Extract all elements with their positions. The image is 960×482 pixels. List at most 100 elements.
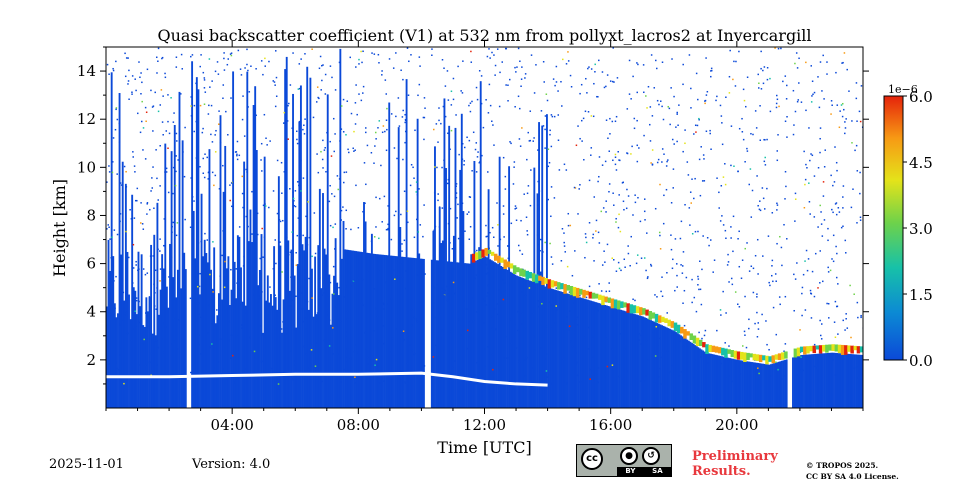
data-column [590, 300, 593, 408]
noise-speckle [139, 364, 141, 366]
noise-speckle [321, 380, 323, 383]
noise-speckle [164, 326, 167, 328]
noise-speckle [305, 328, 308, 330]
noise-speckle [375, 138, 377, 140]
noise-speckle [120, 184, 123, 186]
data-column [557, 290, 559, 408]
noise-speckle [525, 358, 527, 360]
noise-speckle [362, 85, 365, 88]
noise-speckle [703, 158, 705, 160]
noise-speckle [727, 261, 730, 263]
y-tick-label: 4 [86, 303, 96, 321]
noise-speckle [236, 140, 239, 143]
noise-speckle [251, 233, 253, 235]
noise-speckle [706, 237, 709, 239]
license-band: BY SA [617, 467, 671, 476]
noise-speckle [834, 300, 837, 303]
noise-speckle [125, 186, 128, 188]
data-column [192, 210, 195, 408]
noise-speckle [592, 335, 595, 337]
noise-speckle [636, 91, 638, 94]
noise-speckle [806, 167, 808, 169]
noise-speckle [303, 269, 306, 271]
data-column [285, 56, 288, 408]
noise-speckle [812, 93, 814, 96]
noise-speckle [601, 71, 604, 73]
cloud-edge [579, 288, 583, 295]
noise-speckle [291, 231, 293, 233]
noise-speckle [332, 226, 334, 229]
noise-speckle [861, 126, 863, 128]
noise-speckle [165, 130, 168, 132]
noise-speckle [730, 226, 732, 228]
noise-speckle [444, 218, 447, 221]
noise-speckle [689, 191, 692, 193]
data-column [771, 363, 774, 408]
noise-speckle [240, 74, 243, 76]
noise-speckle [461, 92, 464, 94]
noise-speckle [786, 116, 788, 118]
noise-speckle [287, 275, 289, 278]
colorbar [883, 95, 904, 361]
noise-speckle [402, 340, 404, 342]
noise-speckle [474, 250, 476, 253]
noise-speckle [719, 220, 722, 222]
noise-speckle [308, 277, 310, 280]
noise-speckle [471, 297, 473, 299]
data-column [861, 354, 863, 408]
noise-speckle [603, 86, 606, 89]
noise-speckle [574, 250, 576, 252]
noise-speckle [163, 322, 165, 325]
noise-speckle [666, 272, 668, 274]
noise-speckle [322, 167, 324, 169]
noise-speckle [310, 349, 313, 351]
noise-speckle [731, 380, 734, 383]
noise-speckle [328, 319, 331, 321]
noise-speckle [434, 166, 436, 168]
data-column [738, 360, 741, 408]
noise-speckle [756, 238, 759, 241]
noise-speckle [659, 248, 662, 250]
cloud-edge [834, 344, 839, 352]
noise-speckle [820, 211, 822, 213]
noise-speckle [644, 380, 646, 383]
noise-speckle [584, 110, 587, 113]
data-column [517, 276, 520, 408]
noise-speckle [703, 180, 706, 182]
noise-speckle [323, 149, 326, 151]
noise-speckle [675, 126, 677, 128]
noise-speckle [236, 154, 238, 157]
noise-speckle [470, 261, 473, 264]
data-column [320, 288, 323, 408]
noise-speckle [758, 372, 760, 375]
noise-speckle [289, 305, 292, 307]
noise-speckle [123, 165, 126, 168]
noise-speckle [497, 313, 499, 316]
noise-speckle [304, 317, 307, 320]
noise-speckle [743, 99, 746, 102]
cloud-edge [629, 304, 634, 314]
data-column [665, 327, 668, 408]
noise-speckle [781, 264, 783, 267]
noise-speckle [555, 65, 558, 68]
noise-speckle [332, 353, 335, 355]
noise-speckle [763, 160, 766, 163]
noise-speckle [439, 313, 441, 316]
data-column [432, 230, 435, 408]
data-column [654, 322, 657, 408]
noise-speckle [798, 57, 800, 60]
noise-speckle [475, 142, 478, 144]
noise-speckle [316, 342, 318, 344]
noise-speckle [598, 242, 601, 244]
noise-speckle [632, 75, 634, 78]
noise-speckle [737, 170, 739, 173]
noise-speckle [693, 376, 695, 379]
cloud-edge [768, 356, 772, 362]
noise-speckle [304, 53, 306, 55]
noise-speckle [316, 364, 318, 366]
noise-speckle [831, 104, 833, 106]
noise-speckle [243, 255, 245, 258]
noise-speckle [281, 219, 284, 222]
noise-speckle [636, 144, 639, 147]
noise-speckle [180, 93, 182, 95]
